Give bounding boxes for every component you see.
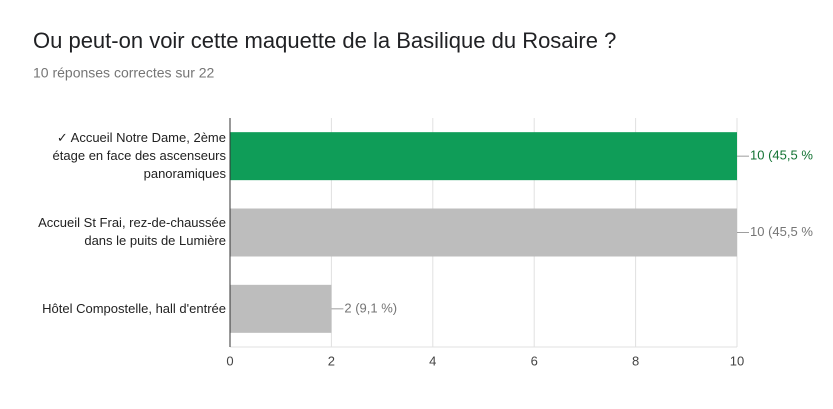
x-tick-label: 4 <box>429 353 436 368</box>
y-tick-label: ✓ Accueil Notre Dame, 2ème étage en face… <box>52 130 226 182</box>
value-label: 10 (45,5 % <box>750 148 813 163</box>
x-tick-label: 6 <box>531 353 538 368</box>
chart-title: Ou peut-on voir cette maquette de la Bas… <box>33 28 616 53</box>
x-tick-label: 0 <box>226 353 233 368</box>
value-label: 10 (45,5 % <box>750 224 813 239</box>
bar <box>230 132 737 181</box>
x-tick-label: 8 <box>632 353 639 368</box>
y-tick-label: Accueil St Frai, rez-de-chaussée dans le… <box>38 215 226 249</box>
chart-subtitle: 10 réponses correctes sur 22 <box>33 65 215 81</box>
x-tick-label: 2 <box>328 353 335 368</box>
bar <box>230 284 332 333</box>
bar <box>230 208 737 257</box>
y-tick-label: Hôtel Compostelle, hall d'entrée <box>42 300 226 316</box>
x-tick-label: 10 <box>730 353 744 368</box>
value-label: 2 (9,1 %) <box>344 300 397 315</box>
